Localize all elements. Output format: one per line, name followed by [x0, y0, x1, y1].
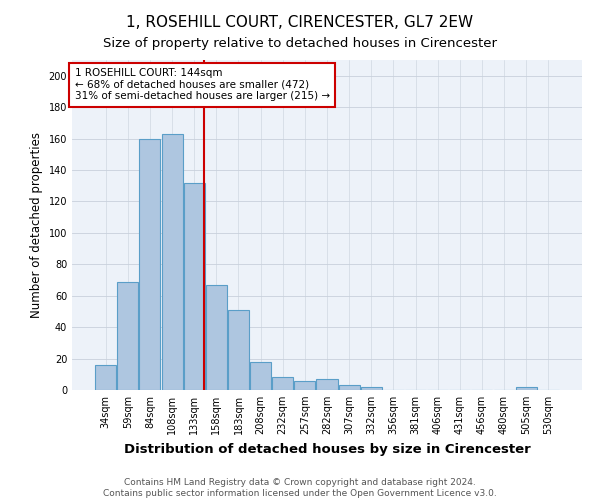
Bar — [139, 138, 160, 390]
Y-axis label: Number of detached properties: Number of detached properties — [30, 132, 43, 318]
Text: Contains HM Land Registry data © Crown copyright and database right 2024.
Contai: Contains HM Land Registry data © Crown c… — [103, 478, 497, 498]
Bar — [338, 386, 359, 390]
Bar — [206, 284, 227, 390]
Text: 1, ROSEHILL COURT, CIRENCESTER, GL7 2EW: 1, ROSEHILL COURT, CIRENCESTER, GL7 2EW — [127, 15, 473, 30]
Bar — [515, 387, 536, 390]
Bar — [95, 365, 116, 390]
Text: 1 ROSEHILL COURT: 144sqm
← 68% of detached houses are smaller (472)
31% of semi-: 1 ROSEHILL COURT: 144sqm ← 68% of detach… — [74, 68, 329, 102]
Bar — [161, 134, 182, 390]
Bar — [361, 387, 382, 390]
X-axis label: Distribution of detached houses by size in Cirencester: Distribution of detached houses by size … — [124, 442, 530, 456]
Bar — [250, 362, 271, 390]
Bar — [184, 182, 205, 390]
Bar — [272, 378, 293, 390]
Bar — [228, 310, 249, 390]
Bar — [118, 282, 139, 390]
Bar — [316, 379, 338, 390]
Text: Size of property relative to detached houses in Cirencester: Size of property relative to detached ho… — [103, 38, 497, 51]
Bar — [295, 380, 316, 390]
